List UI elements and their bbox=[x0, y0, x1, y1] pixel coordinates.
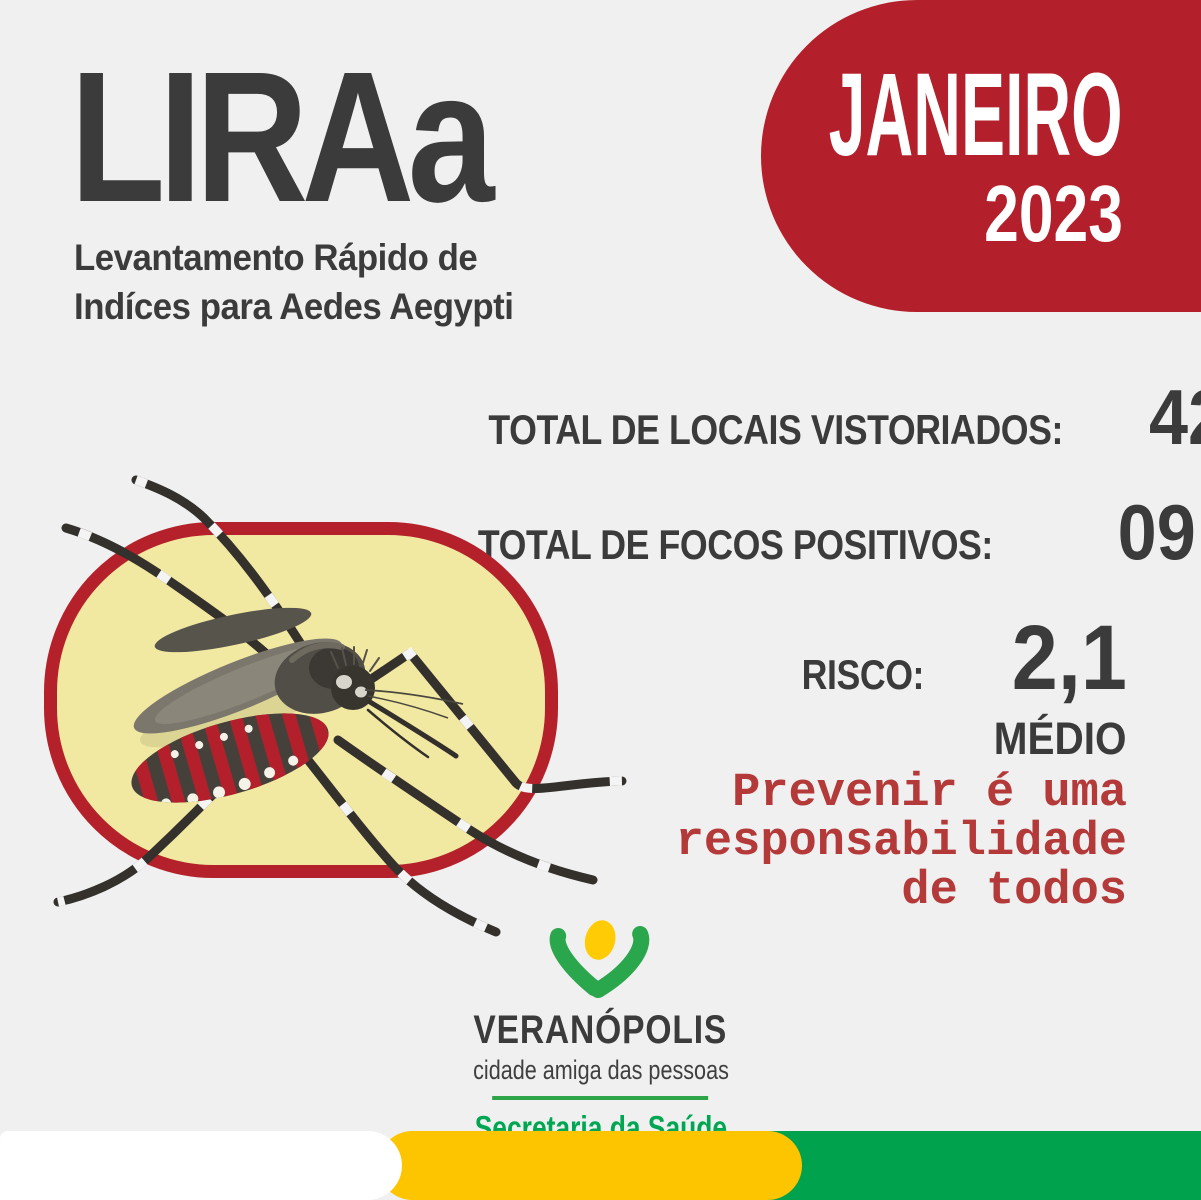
risk-level-label: MÉDIO bbox=[994, 713, 1127, 764]
page-subtitle: Levantamento Rápido de Indíces para Aede… bbox=[74, 234, 514, 332]
aedes-aegypti-mosquito-icon bbox=[53, 475, 627, 937]
stat-value: 424 bbox=[1148, 373, 1201, 461]
stat-value: 09 bbox=[1117, 488, 1196, 576]
stat-label: TOTAL DE LOCAIS VISTORIADOS: bbox=[488, 406, 1063, 453]
stat-row-locais-vistoriados: TOTAL DE LOCAIS VISTORIADOS: 424 bbox=[387, 372, 1201, 463]
subtitle-line-2: Indíces para Aedes Aegypti bbox=[74, 285, 514, 327]
badge-year: 2023 bbox=[984, 169, 1123, 259]
slogan: Prevenir é uma responsabilidade de todos bbox=[675, 767, 1127, 918]
footer-bar-segment-white bbox=[0, 1131, 402, 1200]
stat-label: TOTAL DE FOCOS POSITIVOS: bbox=[477, 521, 993, 568]
stat-row-focos-positivos: TOTAL DE FOCOS POSITIVOS: 09 bbox=[387, 487, 1196, 578]
slogan-line-2: responsabilidade bbox=[675, 815, 1127, 869]
slogan-line-1: Prevenir é uma bbox=[732, 767, 1127, 820]
stat-row-risco: RISCO: 2,1 bbox=[387, 606, 1127, 711]
badge-month: JANEIRO bbox=[829, 48, 1123, 181]
stats-panel: TOTAL DE LOCAIS VISTORIADOS: 424 TOTAL D… bbox=[387, 372, 1201, 765]
page-title: LIRAa bbox=[70, 34, 495, 241]
logo-city-name: VERANÓPOLIS bbox=[473, 1008, 728, 1052]
veranopolis-logo: VERANÓPOLIS cidade amiga das pessoas Sec… bbox=[441, 918, 761, 1147]
footer-bar-segment-yellow bbox=[378, 1131, 802, 1200]
stat-value: 2,1 bbox=[1011, 607, 1127, 709]
stat-label: RISCO: bbox=[801, 651, 925, 698]
logo-divider bbox=[492, 1096, 709, 1100]
subtitle-line-1: Levantamento Rápido de bbox=[74, 237, 478, 278]
veranopolis-v-mark-icon bbox=[550, 920, 650, 998]
month-badge: JANEIRO 2023 bbox=[761, 0, 1201, 312]
logo-tagline: cidade amiga das pessoas bbox=[472, 1055, 729, 1085]
slogan-line-3: de todos bbox=[901, 864, 1127, 918]
